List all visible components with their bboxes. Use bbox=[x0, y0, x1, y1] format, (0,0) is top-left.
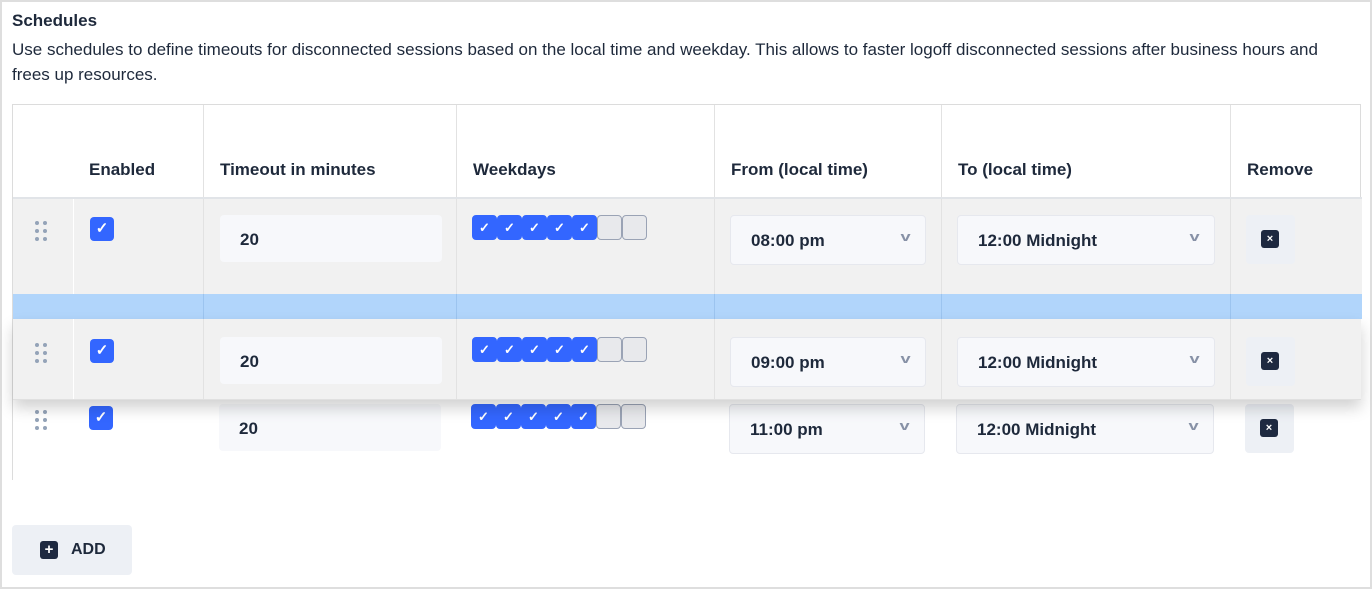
from-time-select[interactable]: 11:00 pm v bbox=[729, 404, 925, 454]
header-from: From (local time) bbox=[714, 105, 941, 197]
remove-button[interactable]: × bbox=[1245, 404, 1294, 453]
weekday-checkbox[interactable]: ✓ bbox=[471, 404, 496, 429]
weekday-selector: ✓ ✓ ✓ ✓ ✓ bbox=[472, 215, 647, 240]
header-label: Enabled bbox=[89, 160, 156, 179]
weekday-checkbox[interactable]: ✓ bbox=[472, 215, 497, 240]
add-label: ADD bbox=[71, 541, 106, 558]
chevron-down-icon: v bbox=[899, 418, 910, 433]
to-time-value: 12:00 Midnight bbox=[977, 420, 1097, 439]
weekday-checkbox[interactable]: ✓ bbox=[497, 337, 522, 362]
weekday-checkbox[interactable]: ✓ bbox=[571, 404, 596, 429]
header-enabled: Enabled bbox=[73, 105, 203, 197]
close-icon: × bbox=[1261, 352, 1279, 370]
header-label: Timeout in minutes bbox=[220, 160, 376, 179]
weekday-checkbox[interactable] bbox=[597, 337, 622, 362]
drag-handle-icon[interactable] bbox=[35, 410, 49, 432]
enabled-checkbox[interactable]: ✓ bbox=[90, 339, 114, 363]
close-icon: × bbox=[1260, 419, 1278, 437]
to-time-value: 12:00 Midnight bbox=[978, 231, 1098, 250]
weekday-checkbox[interactable] bbox=[596, 404, 621, 429]
weekday-checkbox[interactable]: ✓ bbox=[546, 404, 571, 429]
section-description: Use schedules to define timeouts for dis… bbox=[12, 40, 1318, 84]
chevron-down-icon: v bbox=[1189, 229, 1200, 244]
weekday-checkbox[interactable] bbox=[621, 404, 646, 429]
header-label: From (local time) bbox=[731, 160, 868, 179]
add-button[interactable]: + ADD bbox=[12, 525, 132, 575]
from-time-value: 08:00 pm bbox=[751, 231, 825, 250]
chevron-down-icon: v bbox=[900, 351, 911, 366]
enabled-checkbox[interactable]: ✓ bbox=[89, 406, 113, 430]
timeout-input[interactable]: 20 bbox=[220, 215, 442, 262]
header-remove: Remove bbox=[1230, 105, 1362, 197]
weekday-checkbox[interactable]: ✓ bbox=[522, 215, 547, 240]
table-row[interactable]: ✓ 20 ✓ ✓ ✓ ✓ ✓ 11:00 pm v 12:00 Midnight v × bbox=[13, 399, 1362, 480]
drag-handle-icon[interactable] bbox=[35, 343, 49, 365]
to-time-select[interactable]: 12:00 Midnight v bbox=[956, 404, 1214, 454]
from-time-select[interactable]: 08:00 pm v bbox=[730, 215, 926, 265]
weekday-checkbox[interactable] bbox=[622, 337, 647, 362]
drag-handle-icon[interactable] bbox=[35, 221, 49, 243]
section-title: Schedules bbox=[12, 11, 98, 30]
header-weekdays: Weekdays bbox=[456, 105, 714, 197]
chevron-down-icon: v bbox=[1188, 418, 1199, 433]
weekday-checkbox[interactable] bbox=[597, 215, 622, 240]
to-time-select[interactable]: 12:00 Midnight v bbox=[957, 215, 1215, 265]
drop-indicator bbox=[13, 294, 1362, 319]
weekday-checkbox[interactable]: ✓ bbox=[547, 337, 572, 362]
timeout-input[interactable]: 20 bbox=[219, 404, 441, 451]
weekday-checkbox[interactable]: ✓ bbox=[572, 337, 597, 362]
weekday-checkbox[interactable] bbox=[622, 215, 647, 240]
header-label: Remove bbox=[1247, 160, 1314, 179]
weekday-checkbox[interactable]: ✓ bbox=[547, 215, 572, 240]
weekday-selector: ✓ ✓ ✓ ✓ ✓ bbox=[471, 404, 646, 429]
from-time-value: 11:00 pm bbox=[750, 420, 823, 439]
table-header: Enabled Timeout in minutes Weekdays From… bbox=[13, 105, 1362, 199]
table-row-dragging[interactable]: ✓ 20 ✓ ✓ ✓ ✓ ✓ 09:00 pm v 12:00 Midnight v × bbox=[13, 319, 1361, 400]
timeout-input[interactable]: 20 bbox=[220, 337, 442, 384]
chevron-down-icon: v bbox=[1189, 351, 1200, 366]
close-icon: × bbox=[1261, 230, 1279, 248]
header-label: To (local time) bbox=[958, 160, 1072, 179]
weekday-checkbox[interactable]: ✓ bbox=[472, 337, 497, 362]
remove-button[interactable]: × bbox=[1246, 337, 1295, 386]
header-label: Weekdays bbox=[473, 160, 556, 179]
schedules-table: Enabled Timeout in minutes Weekdays From… bbox=[12, 104, 1362, 480]
from-time-select[interactable]: 09:00 pm v bbox=[730, 337, 926, 387]
weekday-checkbox[interactable]: ✓ bbox=[521, 404, 546, 429]
header-timeout: Timeout in minutes bbox=[203, 105, 456, 197]
weekday-selector: ✓ ✓ ✓ ✓ ✓ bbox=[472, 337, 647, 362]
weekday-checkbox[interactable]: ✓ bbox=[496, 404, 521, 429]
weekday-checkbox[interactable]: ✓ bbox=[497, 215, 522, 240]
from-time-value: 09:00 pm bbox=[751, 353, 825, 372]
weekday-checkbox[interactable]: ✓ bbox=[572, 215, 597, 240]
weekday-checkbox[interactable]: ✓ bbox=[522, 337, 547, 362]
to-time-select[interactable]: 12:00 Midnight v bbox=[957, 337, 1215, 387]
enabled-checkbox[interactable]: ✓ bbox=[90, 217, 114, 241]
header-to: To (local time) bbox=[941, 105, 1230, 197]
remove-button[interactable]: × bbox=[1246, 215, 1295, 264]
chevron-down-icon: v bbox=[900, 229, 911, 244]
to-time-value: 12:00 Midnight bbox=[978, 353, 1098, 372]
plus-icon: + bbox=[40, 541, 58, 559]
table-row[interactable]: ✓ 20 ✓ ✓ ✓ ✓ ✓ 08:00 pm v 12:00 Midnight v × bbox=[13, 199, 1362, 294]
